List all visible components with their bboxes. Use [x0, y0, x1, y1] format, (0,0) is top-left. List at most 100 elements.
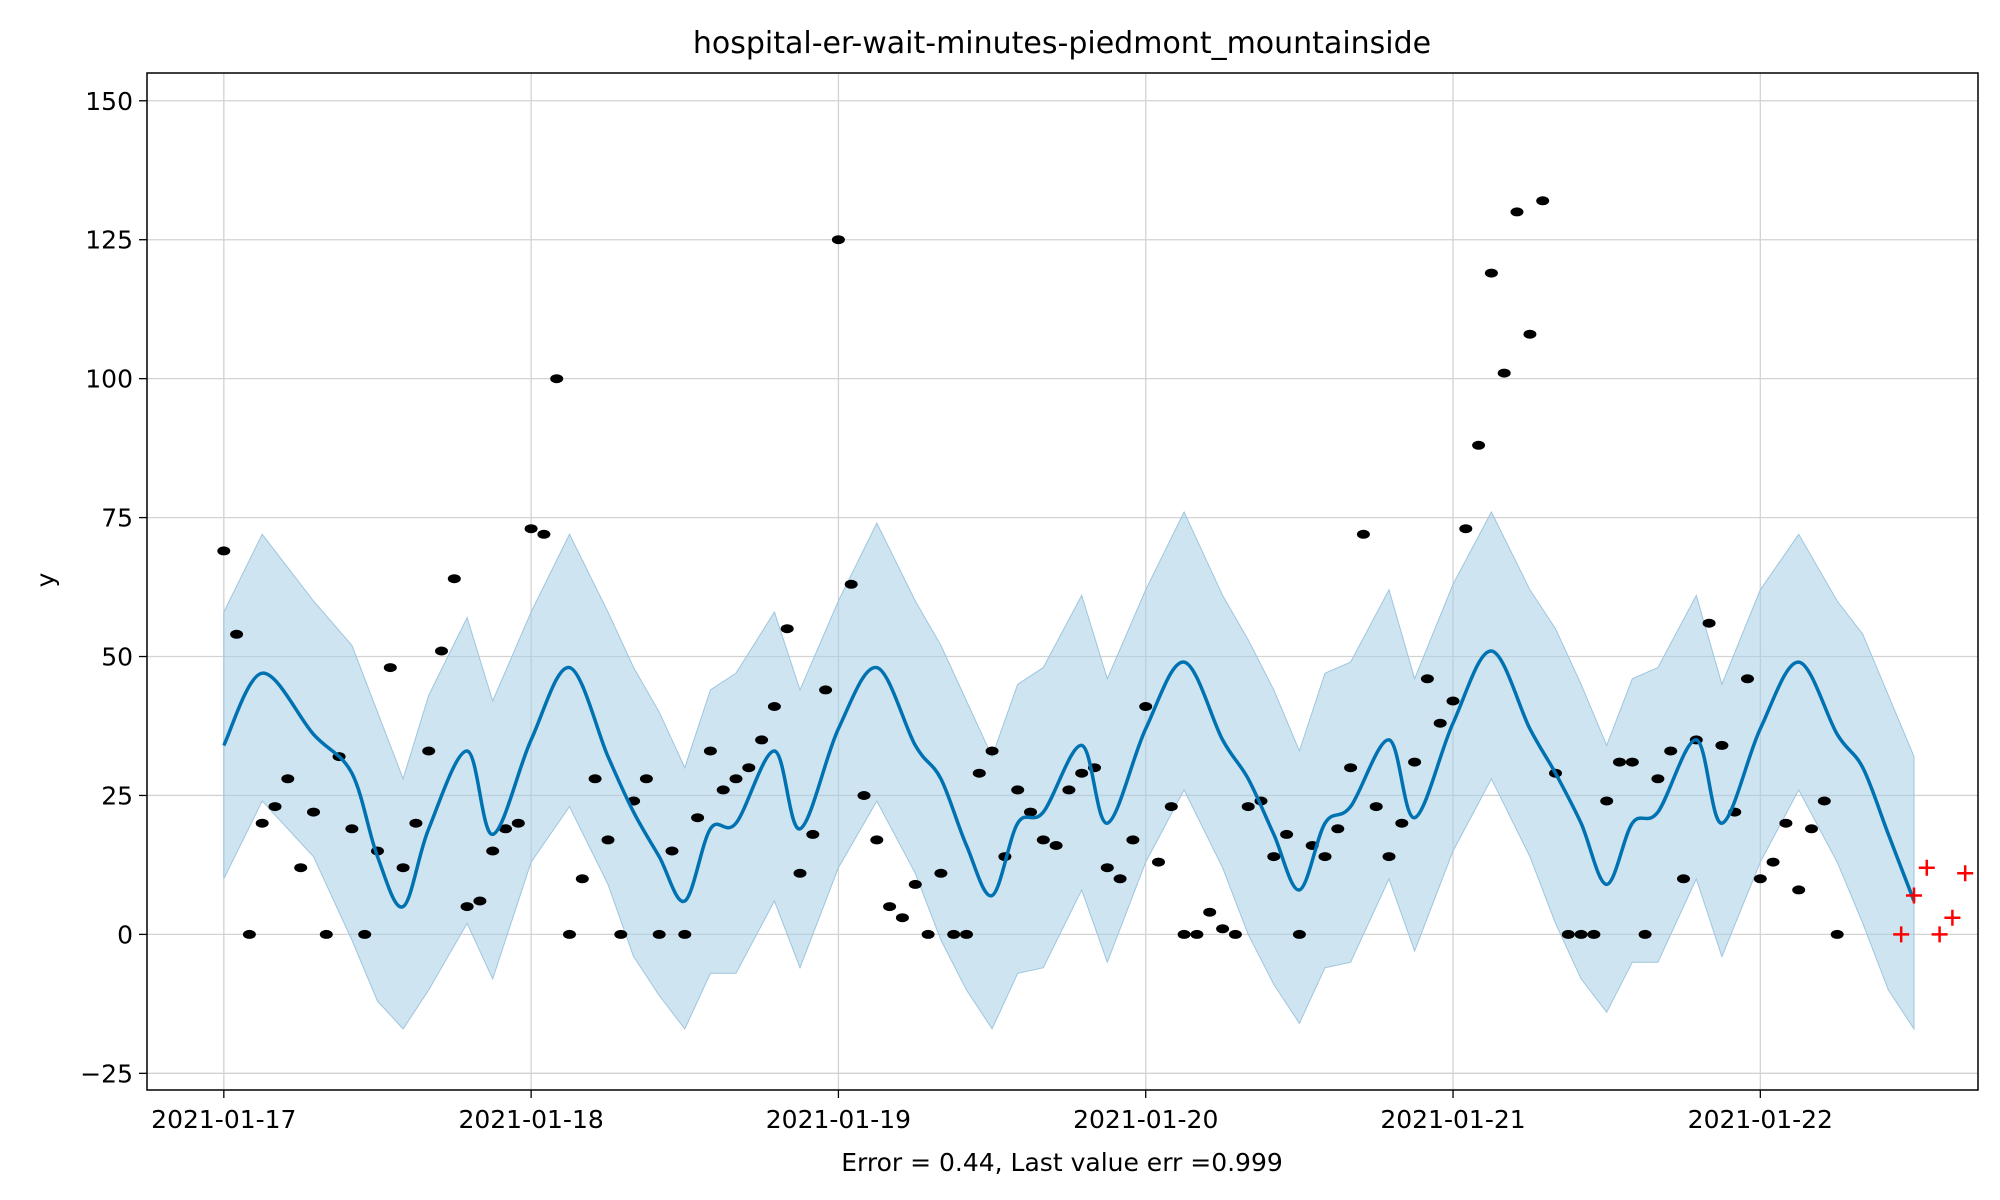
observed-point: [1344, 763, 1358, 773]
observed-point: [844, 579, 858, 589]
y-tick-label: 75: [101, 504, 133, 533]
observed-point: [409, 818, 423, 828]
observed-point: [1062, 785, 1076, 795]
observed-point: [1369, 802, 1383, 812]
axes-frame: [146, 72, 1979, 1091]
observed-point: [1625, 757, 1639, 767]
observed-point: [319, 929, 333, 939]
observed-point: [908, 879, 922, 889]
observed-point: [1292, 929, 1306, 939]
observed-point: [767, 702, 781, 711]
y-tick-label: 50: [101, 643, 133, 672]
observed-point: [1497, 368, 1511, 378]
observed-point: [1395, 818, 1409, 828]
observed-point: [460, 902, 474, 912]
observed-point: [639, 774, 653, 784]
observed-point: [1152, 857, 1165, 867]
observed-point: [1113, 874, 1127, 884]
observed-point: [422, 746, 436, 756]
observed-point: [1587, 929, 1601, 939]
x-tick-label: 2021-01-17: [151, 1105, 296, 1134]
observed-point: [806, 829, 820, 839]
observed-point: [486, 846, 500, 856]
observed-point: [1741, 674, 1754, 684]
y-tick-label: 100: [85, 365, 133, 394]
observed-point: [1753, 874, 1767, 884]
x-tick-label: 2021-01-19: [766, 1105, 911, 1134]
observed-point: [1036, 835, 1050, 845]
observed-point: [230, 629, 244, 639]
observed-point: [857, 791, 871, 800]
observed-point: [294, 863, 308, 873]
observed-point: [281, 774, 295, 784]
observed-point: [1126, 835, 1140, 845]
observed-point: [1638, 929, 1652, 939]
holdout-point: [1918, 859, 1935, 876]
observed-point: [345, 824, 359, 834]
observed-point: [1024, 807, 1037, 817]
x-tick-label: 2021-01-18: [458, 1105, 603, 1134]
observed-point: [870, 835, 884, 845]
observed-point: [511, 818, 525, 828]
observed-point: [563, 929, 576, 939]
observed-point: [1011, 785, 1025, 795]
observed-point: [1664, 746, 1678, 756]
observed-point: [242, 929, 256, 939]
observed-point: [819, 685, 833, 695]
observed-point: [1766, 857, 1780, 867]
observed-point: [601, 835, 615, 845]
observed-point: [383, 663, 397, 673]
chart-title: hospital-er-wait-minutes-piedmont_mounta…: [693, 26, 1431, 61]
observed-point: [396, 863, 410, 873]
observed-point: [716, 785, 730, 795]
observed-point: [985, 746, 999, 756]
y-tick-label: −25: [80, 1059, 133, 1088]
observed-point: [1600, 796, 1614, 806]
observed-point: [307, 807, 320, 817]
observed-point: [524, 524, 538, 534]
observed-point: [1100, 863, 1114, 873]
observed-point: [473, 896, 487, 906]
observed-point: [1561, 929, 1575, 939]
observed-point: [358, 929, 372, 939]
observed-point: [1241, 802, 1255, 812]
observed-point: [447, 574, 461, 584]
observed-point: [1139, 702, 1153, 711]
holdout-points: [1893, 859, 1974, 943]
observed-point: [1382, 852, 1396, 862]
observed-point: [1472, 440, 1486, 450]
observed-point: [831, 235, 845, 245]
observed-point: [1164, 802, 1178, 812]
observed-point: [1203, 907, 1217, 917]
observed-point: [435, 646, 448, 656]
observed-point: [1356, 529, 1370, 539]
observed-point: [780, 624, 794, 634]
observed-point: [934, 868, 948, 878]
observed-point: [1420, 674, 1434, 684]
observed-point: [1510, 207, 1524, 217]
observed-point: [1484, 268, 1498, 278]
observed-point: [729, 774, 743, 784]
observed-point: [588, 774, 602, 784]
observed-point: [1228, 929, 1242, 939]
observed-point: [1677, 874, 1690, 884]
x-tick-label: 2021-01-22: [1688, 1105, 1833, 1134]
observed-point: [1805, 824, 1818, 834]
observed-point: [793, 868, 807, 878]
holdout-point: [1957, 865, 1974, 882]
observed-point: [1267, 852, 1281, 862]
observed-point: [742, 763, 756, 773]
observed-point: [1536, 196, 1550, 206]
observed-point: [947, 929, 961, 939]
observed-point: [1715, 740, 1729, 750]
holdout-point: [1931, 926, 1948, 943]
holdout-point: [1905, 887, 1922, 904]
observed-point: [575, 874, 589, 884]
x-tick-label: 2021-01-20: [1073, 1105, 1218, 1134]
observed-point: [268, 802, 282, 812]
observed-point: [1702, 618, 1716, 628]
observed-point: [1408, 757, 1422, 767]
y-axis-ticks: −25 0 25 50 75 100 125 150: [80, 87, 147, 1088]
observed-point: [1216, 924, 1230, 934]
observed-point: [217, 546, 231, 556]
